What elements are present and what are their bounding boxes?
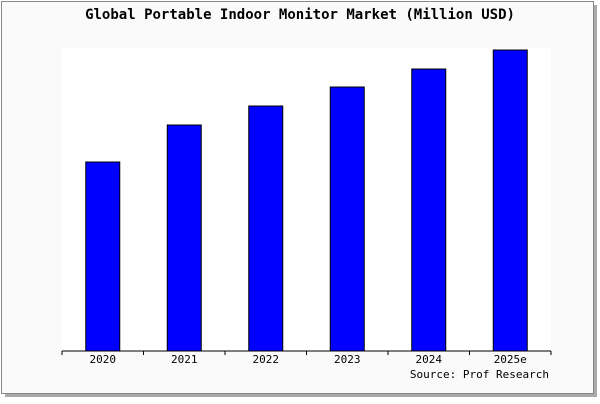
x-tick-label: 2025e [494,353,527,366]
bar [248,105,284,352]
x-tick-label: 2021 [171,353,198,366]
x-tick-label: 2024 [416,353,443,366]
bar [166,124,202,352]
chart-title: Global Portable Indoor Monitor Market (M… [85,7,515,23]
source-note: Source: Prof Research [410,368,549,381]
x-tick-label: 2022 [253,353,280,366]
plot-area [62,48,551,351]
x-tick-label: 2020 [90,353,117,366]
bar [492,49,528,352]
bar [329,86,365,352]
x-tick-label: 2023 [334,353,361,366]
bar [85,161,121,352]
bar [411,68,447,352]
